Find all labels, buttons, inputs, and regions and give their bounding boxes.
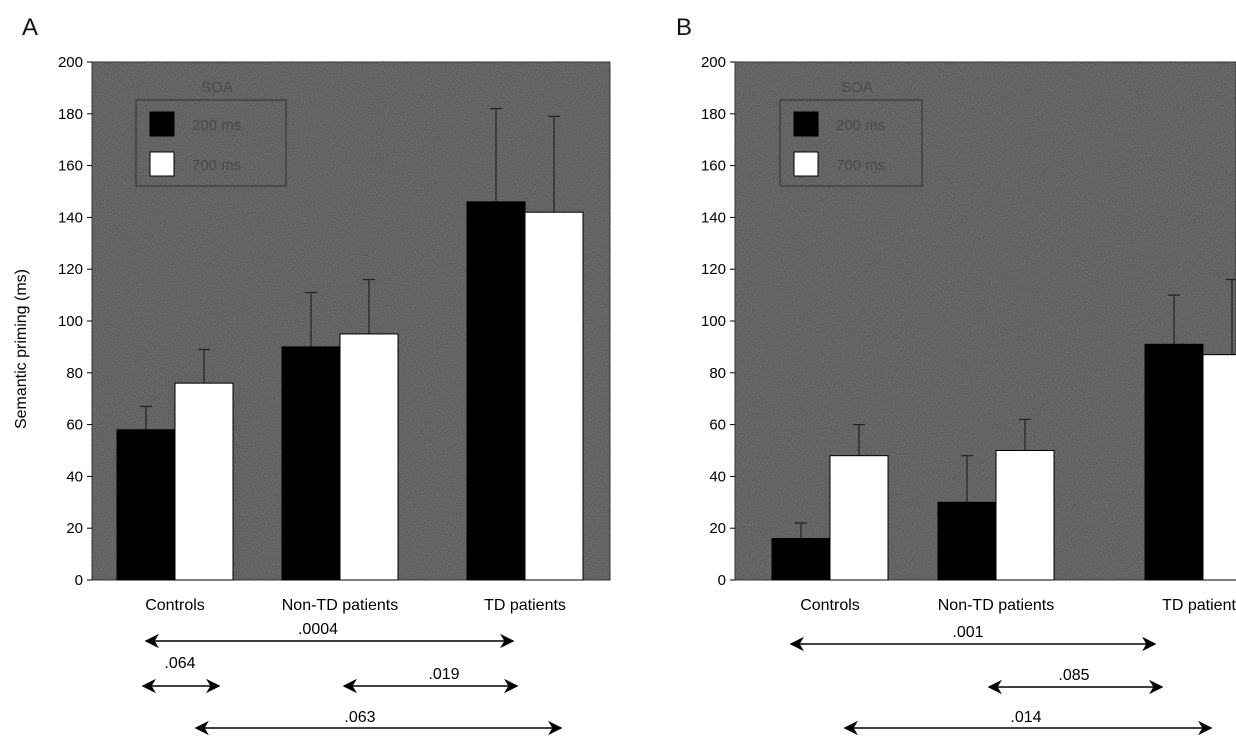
panel-letter-a: A: [22, 14, 39, 41]
legend-label: 700 ms: [836, 157, 885, 174]
y-tick-label: 140: [701, 209, 726, 226]
category-label: TD patients: [1162, 597, 1236, 614]
y-tick-label: 140: [58, 209, 83, 226]
y-tick-label: 120: [701, 261, 726, 278]
legend-box: [779, 99, 923, 187]
y-tick-label: 180: [58, 106, 83, 123]
y-tick-label: 160: [58, 158, 83, 175]
y-tick-label: 0: [75, 572, 83, 589]
legend-swatch: [149, 151, 175, 177]
bar-200ms: [771, 538, 831, 581]
category-label: TD patients: [484, 597, 566, 614]
y-tick-label: 100: [58, 313, 83, 330]
legend-title: SOA: [201, 79, 233, 96]
y-axis-label: Semantic priming (ms): [13, 269, 30, 429]
p-value-label: .085: [1058, 667, 1089, 684]
bar-200ms: [1144, 343, 1204, 581]
category-label: Controls: [800, 597, 860, 614]
legend-swatch: [793, 151, 819, 177]
chart-b-svg: 0 20 40 60 80 100 120 140 160 180 200 Controls Non-T…: [701, 54, 1236, 736]
y-tick-label: 40: [709, 468, 726, 485]
y-tick-label: 60: [709, 417, 726, 434]
legend-box: [135, 99, 287, 187]
y-tick-label: 120: [58, 261, 83, 278]
y-tick-label: 160: [701, 158, 726, 175]
chart-a-svg: 0 20 40 60 80 100 120 140 160 180 200 Semantic prim…: [13, 54, 611, 736]
p-value-label: .0004: [298, 621, 338, 638]
p-value-label: .064: [164, 655, 195, 672]
bar-700ms: [174, 382, 234, 581]
legend-label: 200 ms: [192, 117, 241, 134]
legend-swatch: [149, 111, 175, 137]
p-value-label: .063: [344, 709, 375, 726]
chart-panel-b: B 0 20 40 60 80 100 120 140 160 180 200 Controls Non…: [618, 0, 1236, 737]
bar-200ms: [466, 201, 526, 581]
legend-swatch: [793, 111, 819, 137]
bar-200ms: [116, 429, 176, 581]
p-value-label: .019: [428, 666, 459, 683]
bar-700ms: [524, 211, 584, 581]
category-label: Controls: [145, 597, 205, 614]
y-tick-label: 200: [58, 54, 83, 71]
chart-panel-a: A 0 20 40 60 80 100 120 140 160 180 200 Semantic pr…: [13, 14, 611, 736]
panel-letter-b: B: [676, 14, 693, 41]
bar-700ms: [995, 450, 1055, 581]
y-tick-label: 80: [709, 365, 726, 382]
y-tick-label: 100: [701, 313, 726, 330]
bar-700ms: [1202, 354, 1236, 581]
y-tick-label: 0: [718, 572, 726, 589]
y-tick-label: 180: [701, 106, 726, 123]
legend-label: 200 ms: [836, 117, 885, 134]
bar-700ms: [339, 333, 399, 581]
p-value-label: .001: [952, 624, 983, 641]
category-label: Non-TD patients: [938, 597, 1055, 614]
p-value-label: .014: [1010, 709, 1041, 726]
bar-200ms: [937, 501, 997, 581]
bar-200ms: [281, 346, 341, 581]
legend-title: SOA: [841, 79, 873, 96]
bar-700ms: [829, 455, 889, 581]
y-tick-label: 80: [66, 365, 83, 382]
category-label: Non-TD patients: [282, 597, 399, 614]
y-tick-label: 20: [709, 520, 726, 537]
y-tick-label: 40: [66, 468, 83, 485]
y-tick-label: 200: [701, 54, 726, 71]
y-tick-label: 20: [66, 520, 83, 537]
legend-label: 700 ms: [192, 157, 241, 174]
y-tick-label: 60: [66, 417, 83, 434]
